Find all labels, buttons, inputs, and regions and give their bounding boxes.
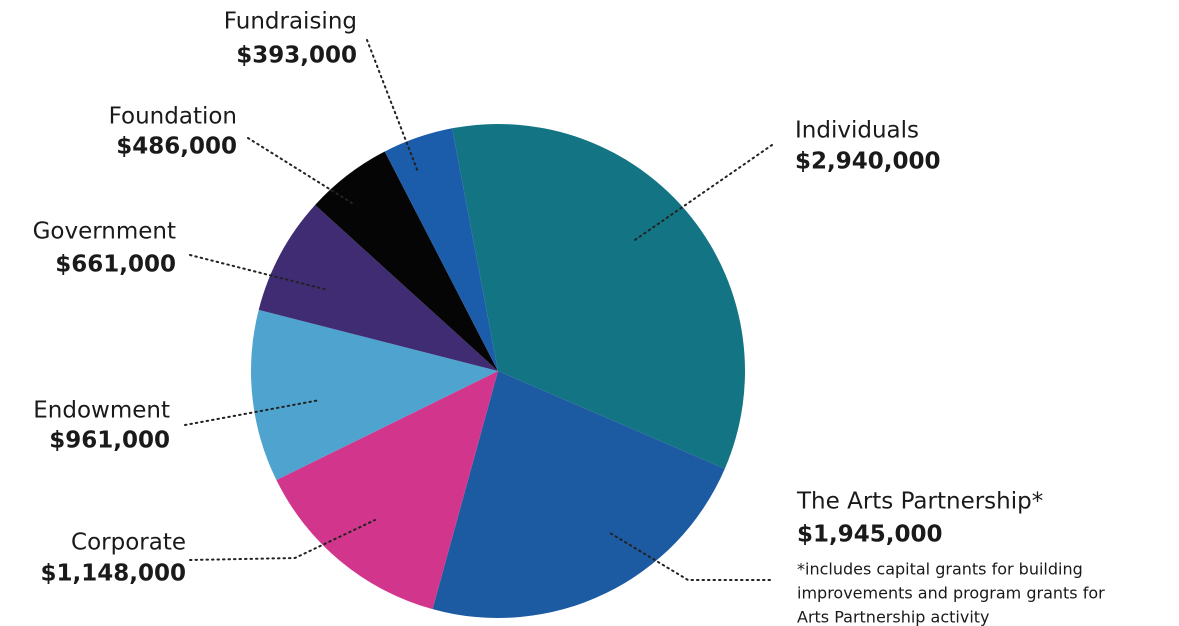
value-label: $393,000 — [236, 43, 357, 69]
value-label: $486,000 — [116, 134, 237, 160]
pie-slice — [251, 309, 498, 481]
value-label: $2,940,000 — [795, 149, 941, 175]
slice-label: Endowment — [33, 398, 170, 424]
footnote: Arts Partnership activity — [797, 608, 990, 626]
slice-label: The Arts Partnership* — [796, 489, 1043, 515]
footnote: *includes capital grants for building — [797, 560, 1083, 579]
leader-line — [609, 532, 771, 581]
leader-line — [631, 144, 773, 243]
footnote: improvements and program grants for — [797, 584, 1105, 603]
slice-label: Individuals — [795, 118, 919, 144]
pie-slice — [452, 124, 745, 469]
leaders — [184, 39, 773, 581]
slice-label: Foundation — [109, 104, 237, 130]
slice-label: Fundraising — [224, 9, 357, 35]
value-label: $961,000 — [49, 428, 170, 454]
value-label: $1,148,000 — [40, 561, 186, 587]
labels: Individuals $2,940,000 The Arts Partnershi… — [33, 9, 1106, 626]
slice-label: Government — [33, 219, 176, 245]
slice-label: Corporate — [71, 530, 186, 556]
leader-line — [247, 137, 356, 206]
pie — [251, 124, 745, 618]
leader-line — [184, 399, 321, 426]
value-label: $661,000 — [55, 252, 176, 278]
leader-line — [189, 254, 329, 291]
leader-line — [189, 519, 376, 561]
pie-slice — [315, 151, 498, 371]
value-label: $1,945,000 — [797, 522, 943, 548]
pie-slice — [258, 205, 498, 371]
pie-slice — [276, 371, 498, 610]
pie-slice — [384, 128, 498, 371]
leader-line — [366, 39, 419, 173]
pie-slice — [432, 371, 725, 618]
